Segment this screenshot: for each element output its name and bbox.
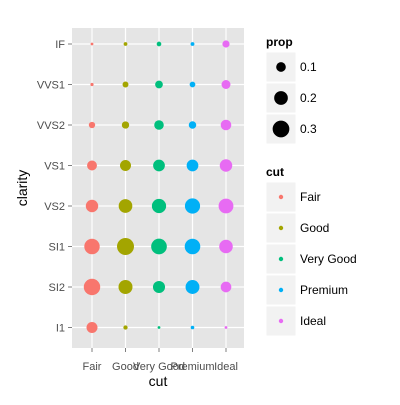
y-tick-label: SI1 — [48, 242, 65, 254]
data-point — [88, 121, 96, 129]
data-point — [190, 325, 195, 330]
data-point — [83, 278, 101, 296]
size-legend-key — [265, 82, 297, 114]
data-point — [186, 159, 199, 172]
color-legend-dot — [278, 318, 284, 324]
data-point — [118, 280, 133, 294]
data-point — [184, 198, 201, 214]
size-legend-label: 0.2 — [300, 91, 317, 105]
data-point — [220, 119, 232, 131]
data-point — [85, 199, 99, 213]
data-point — [219, 159, 233, 172]
size-legend-label: 0.3 — [300, 122, 317, 136]
x-tick-label: Premium — [170, 361, 214, 373]
data-point — [155, 80, 163, 89]
data-point — [218, 198, 234, 214]
data-point — [184, 238, 201, 255]
color-legend-dot — [278, 287, 284, 293]
data-point — [152, 280, 166, 294]
color-legend-label: Very Good — [300, 252, 357, 266]
data-point — [219, 239, 233, 254]
y-tick-label: IF — [55, 39, 65, 51]
size-legend-label: 0.1 — [300, 60, 317, 74]
data-point — [84, 238, 100, 255]
data-point — [153, 159, 165, 172]
data-point — [156, 41, 162, 47]
y-axis-title: clarity — [14, 170, 30, 207]
color-legend-dot — [278, 194, 284, 200]
data-point — [120, 160, 131, 171]
y-tick-label: VS1 — [44, 161, 65, 173]
x-tick-label: Good — [112, 361, 139, 373]
y-tick-label: VS2 — [44, 201, 65, 213]
color-legend-label: Fair — [300, 190, 321, 204]
data-point — [122, 81, 129, 88]
data-point — [123, 325, 128, 330]
color-legend-label: Ideal — [300, 314, 326, 328]
data-point — [86, 322, 98, 333]
color-legend-label: Premium — [300, 283, 348, 297]
data-point — [151, 238, 167, 255]
y-tick-label: VVS1 — [37, 80, 65, 92]
data-point — [157, 326, 161, 329]
color-legend-dot — [278, 225, 284, 231]
size-legend-dot — [276, 62, 286, 72]
size-legend-title: prop — [266, 35, 293, 49]
size-legend: prop 0.1 0.2 0.3 — [265, 35, 317, 145]
data-point — [224, 326, 228, 329]
data-points — [83, 40, 234, 333]
color-legend: cut Fair Good Very Good Premium Ideal — [265, 165, 357, 337]
x-tick-label: Very Good — [133, 361, 185, 373]
data-point — [221, 80, 231, 89]
y-tick-label: VVS2 — [37, 120, 65, 132]
x-tick-label: Ideal — [214, 361, 238, 373]
data-point — [117, 238, 134, 255]
data-point — [121, 121, 130, 129]
data-point — [189, 81, 196, 88]
y-axis-ticks: I1 SI2 SI1 VS2 VS1 VVS2 VVS1 IF — [37, 39, 72, 335]
x-axis-title: cut — [149, 373, 168, 389]
x-tick-label: Fair — [83, 361, 102, 373]
size-legend-dot — [272, 120, 290, 138]
data-point — [188, 121, 197, 129]
data-point — [154, 120, 164, 130]
data-point — [222, 40, 230, 48]
color-legend-label: Good — [300, 221, 329, 235]
size-legend-dot — [274, 91, 288, 105]
data-point — [151, 198, 167, 214]
data-point — [123, 42, 128, 46]
data-point — [220, 281, 232, 293]
data-point — [90, 82, 94, 87]
color-legend-title: cut — [266, 165, 284, 179]
y-tick-label: SI2 — [48, 282, 65, 294]
data-point — [190, 42, 195, 46]
data-point — [90, 42, 94, 46]
data-point — [87, 160, 97, 171]
color-legend-dot — [278, 256, 284, 262]
data-point — [185, 280, 200, 294]
data-point — [118, 199, 133, 213]
plot-panel — [72, 28, 244, 348]
y-tick-label: I1 — [56, 323, 65, 335]
